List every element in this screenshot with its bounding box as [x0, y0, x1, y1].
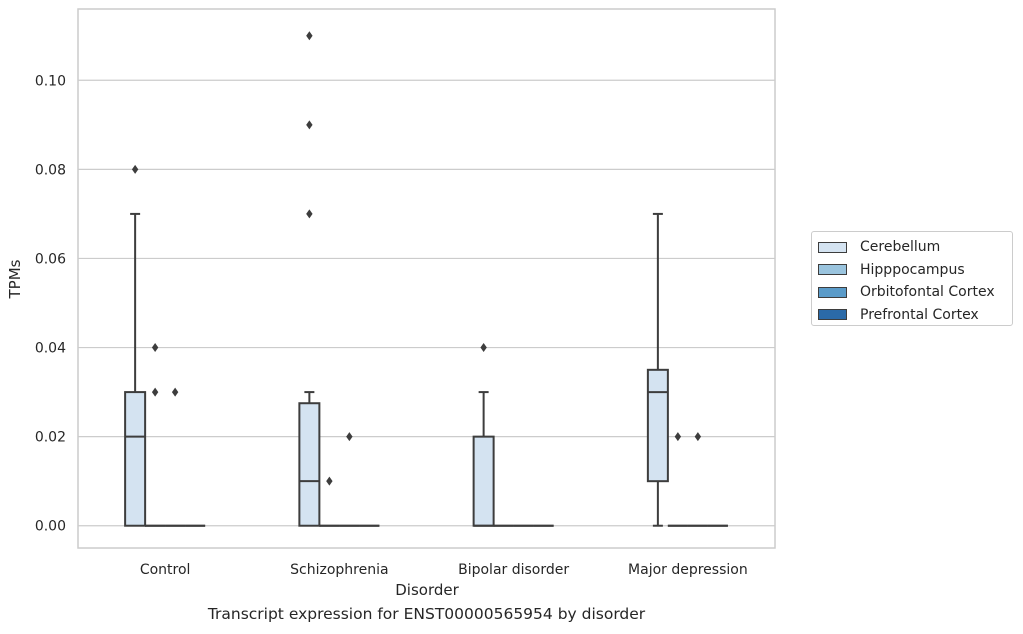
y-axis-label: TPMs: [6, 259, 24, 299]
box-group: [319, 476, 340, 527]
box-body: [472, 435, 495, 527]
legend-swatch: [818, 309, 847, 321]
y-tick-label: 0.08: [35, 162, 66, 178]
legend-label: Prefrontal Cortex: [860, 306, 979, 323]
box-group: [339, 432, 360, 527]
chart-caption: Transcript expression for ENST0000056595…: [207, 605, 646, 623]
legend-item-orbitofrontal-cortex: Orbitofontal Cortex: [818, 281, 1012, 304]
y-tick-label: 0.06: [35, 251, 66, 267]
box-group: [687, 432, 708, 527]
x-tick-label: Bipolar disorder: [458, 562, 569, 578]
plot-frame: [77, 8, 776, 549]
legend-label: Hipppocampus: [860, 261, 965, 278]
outlier-point: [171, 387, 179, 397]
legend-item-hippocampus: Hipppocampus: [818, 259, 1012, 282]
grid-lines: [78, 79, 775, 527]
outlier-point: [346, 432, 353, 442]
legend-item-prefrontal-cortex: Prefrontal Cortex: [818, 304, 1012, 327]
outlier-point: [306, 120, 313, 130]
box-group: [646, 212, 669, 527]
y-tick-label: 0.00: [35, 519, 66, 535]
outlier-point: [306, 31, 313, 41]
box-body: [646, 368, 669, 483]
y-tick-labels: 0.00 0.02 0.04 0.06 0.08 0.10: [35, 73, 66, 534]
box-group: [472, 343, 495, 527]
box-body: [124, 391, 147, 527]
x-tick-labels: Control Schizophrenia Bipolar disorder Majo…: [140, 562, 748, 578]
outlier-point: [480, 343, 487, 353]
outlier-point: [131, 164, 139, 174]
y-tick-label: 0.10: [35, 73, 66, 89]
box-group: [667, 432, 688, 527]
legend-label: Orbitofontal Cortex: [860, 284, 995, 301]
outlier-point: [326, 476, 333, 486]
legend-label: Cerebellum: [860, 239, 941, 256]
x-tick-label: Control: [140, 562, 191, 578]
legend-item-cerebellum: Cerebellum: [818, 236, 1012, 259]
legend-swatch: [818, 286, 847, 298]
outlier-point: [151, 387, 159, 397]
legend: Cerebellum Hipppocampus Orbitofontal Cor…: [811, 231, 1013, 326]
box-body: [298, 402, 321, 527]
outlier-point: [306, 209, 313, 219]
box-group: [124, 164, 147, 527]
box-group: [165, 387, 186, 527]
box-group: [298, 31, 321, 527]
x-axis-label: Disorder: [395, 581, 459, 599]
x-tick-label: Schizophrenia: [290, 562, 388, 578]
x-tick-label: Major depression: [628, 562, 748, 578]
legend-swatch: [818, 241, 847, 253]
outlier-point: [674, 432, 682, 442]
y-tick-label: 0.04: [35, 341, 66, 357]
boxes: [124, 31, 728, 527]
legend-swatch: [818, 264, 847, 276]
y-tick-label: 0.02: [35, 430, 66, 446]
outlier-point: [151, 343, 159, 353]
box-group: [145, 343, 166, 527]
outlier-point: [694, 432, 702, 442]
